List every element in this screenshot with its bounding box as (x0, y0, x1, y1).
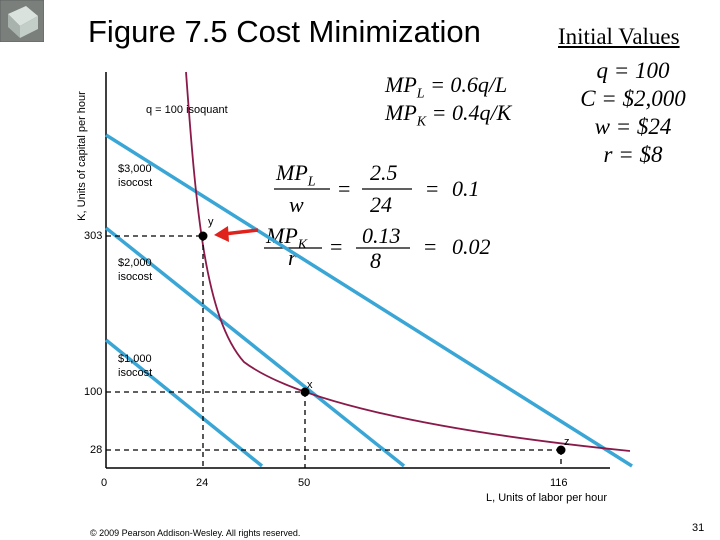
isocost-1000-line (104, 338, 264, 468)
capital-eq2: = (424, 234, 437, 259)
y-tick-28: 28 (90, 444, 103, 456)
labor-mid-numerator: 2.5 (370, 160, 398, 185)
mpl-equation: MPL = 0.6q/L (385, 72, 508, 102)
capital-mid-numerator: 0.13 (362, 223, 401, 248)
point-z-label: z (564, 436, 570, 448)
isocost-3000-label: $3,000 isocost (118, 163, 153, 189)
slide-title: Figure 7.5 Cost Minimization (88, 14, 481, 49)
glass-cube-icon (0, 0, 45, 43)
y-tick-100: 100 (84, 386, 103, 398)
capital-mid-denominator: 8 (370, 248, 381, 273)
capital-ratio-denominator: r (288, 245, 297, 270)
initial-values-heading: Initial Values (558, 24, 680, 49)
page-number: 31 (692, 522, 705, 534)
labor-mid-denominator: 24 (370, 192, 392, 217)
x-tick-0: 0 (101, 477, 108, 489)
isocost-2000-line (104, 226, 406, 468)
point-x-label: x (307, 379, 313, 391)
x-tick-24: 24 (196, 477, 209, 489)
isoquant-curve (185, 71, 631, 452)
labor-eq2: = (426, 176, 439, 201)
copyright-footer: © 2009 Pearson Addison-Wesley. All right… (90, 528, 301, 538)
labor-ratio-numerator: MPL (276, 160, 316, 190)
point-x (300, 387, 310, 397)
capital-result: 0.02 (452, 234, 491, 259)
initial-r: r = $8 (603, 142, 663, 167)
x-tick-50: 50 (298, 477, 311, 489)
y-axis-label: K, Units of capital per hour (76, 91, 88, 221)
highlight-arrow (214, 226, 259, 242)
point-y-label: y (208, 216, 214, 228)
y-tick-303: 303 (84, 230, 103, 242)
mpk-equation: MPK = 0.4q/K (385, 100, 512, 130)
isocost-2000-label: $2,000 isocost (118, 257, 153, 283)
point-z (556, 445, 566, 455)
isocost-1000-label: $1,000 isocost (118, 353, 153, 379)
isoquant-label: q = 100 isoquant (146, 104, 228, 116)
x-axis-label: L, Units of labor per hour (486, 492, 608, 504)
labor-eq1: = (338, 176, 351, 201)
labor-result: 0.1 (452, 176, 480, 201)
x-tick-116: 116 (550, 477, 568, 489)
point-y (198, 231, 208, 241)
isocost-3000-line (105, 133, 633, 468)
initial-c: C = $2,000 (580, 86, 686, 111)
initial-w: w = $24 (594, 114, 672, 139)
capital-eq1: = (330, 234, 343, 259)
initial-q: q = 100 (596, 58, 670, 83)
labor-ratio-denominator: w (289, 192, 304, 217)
